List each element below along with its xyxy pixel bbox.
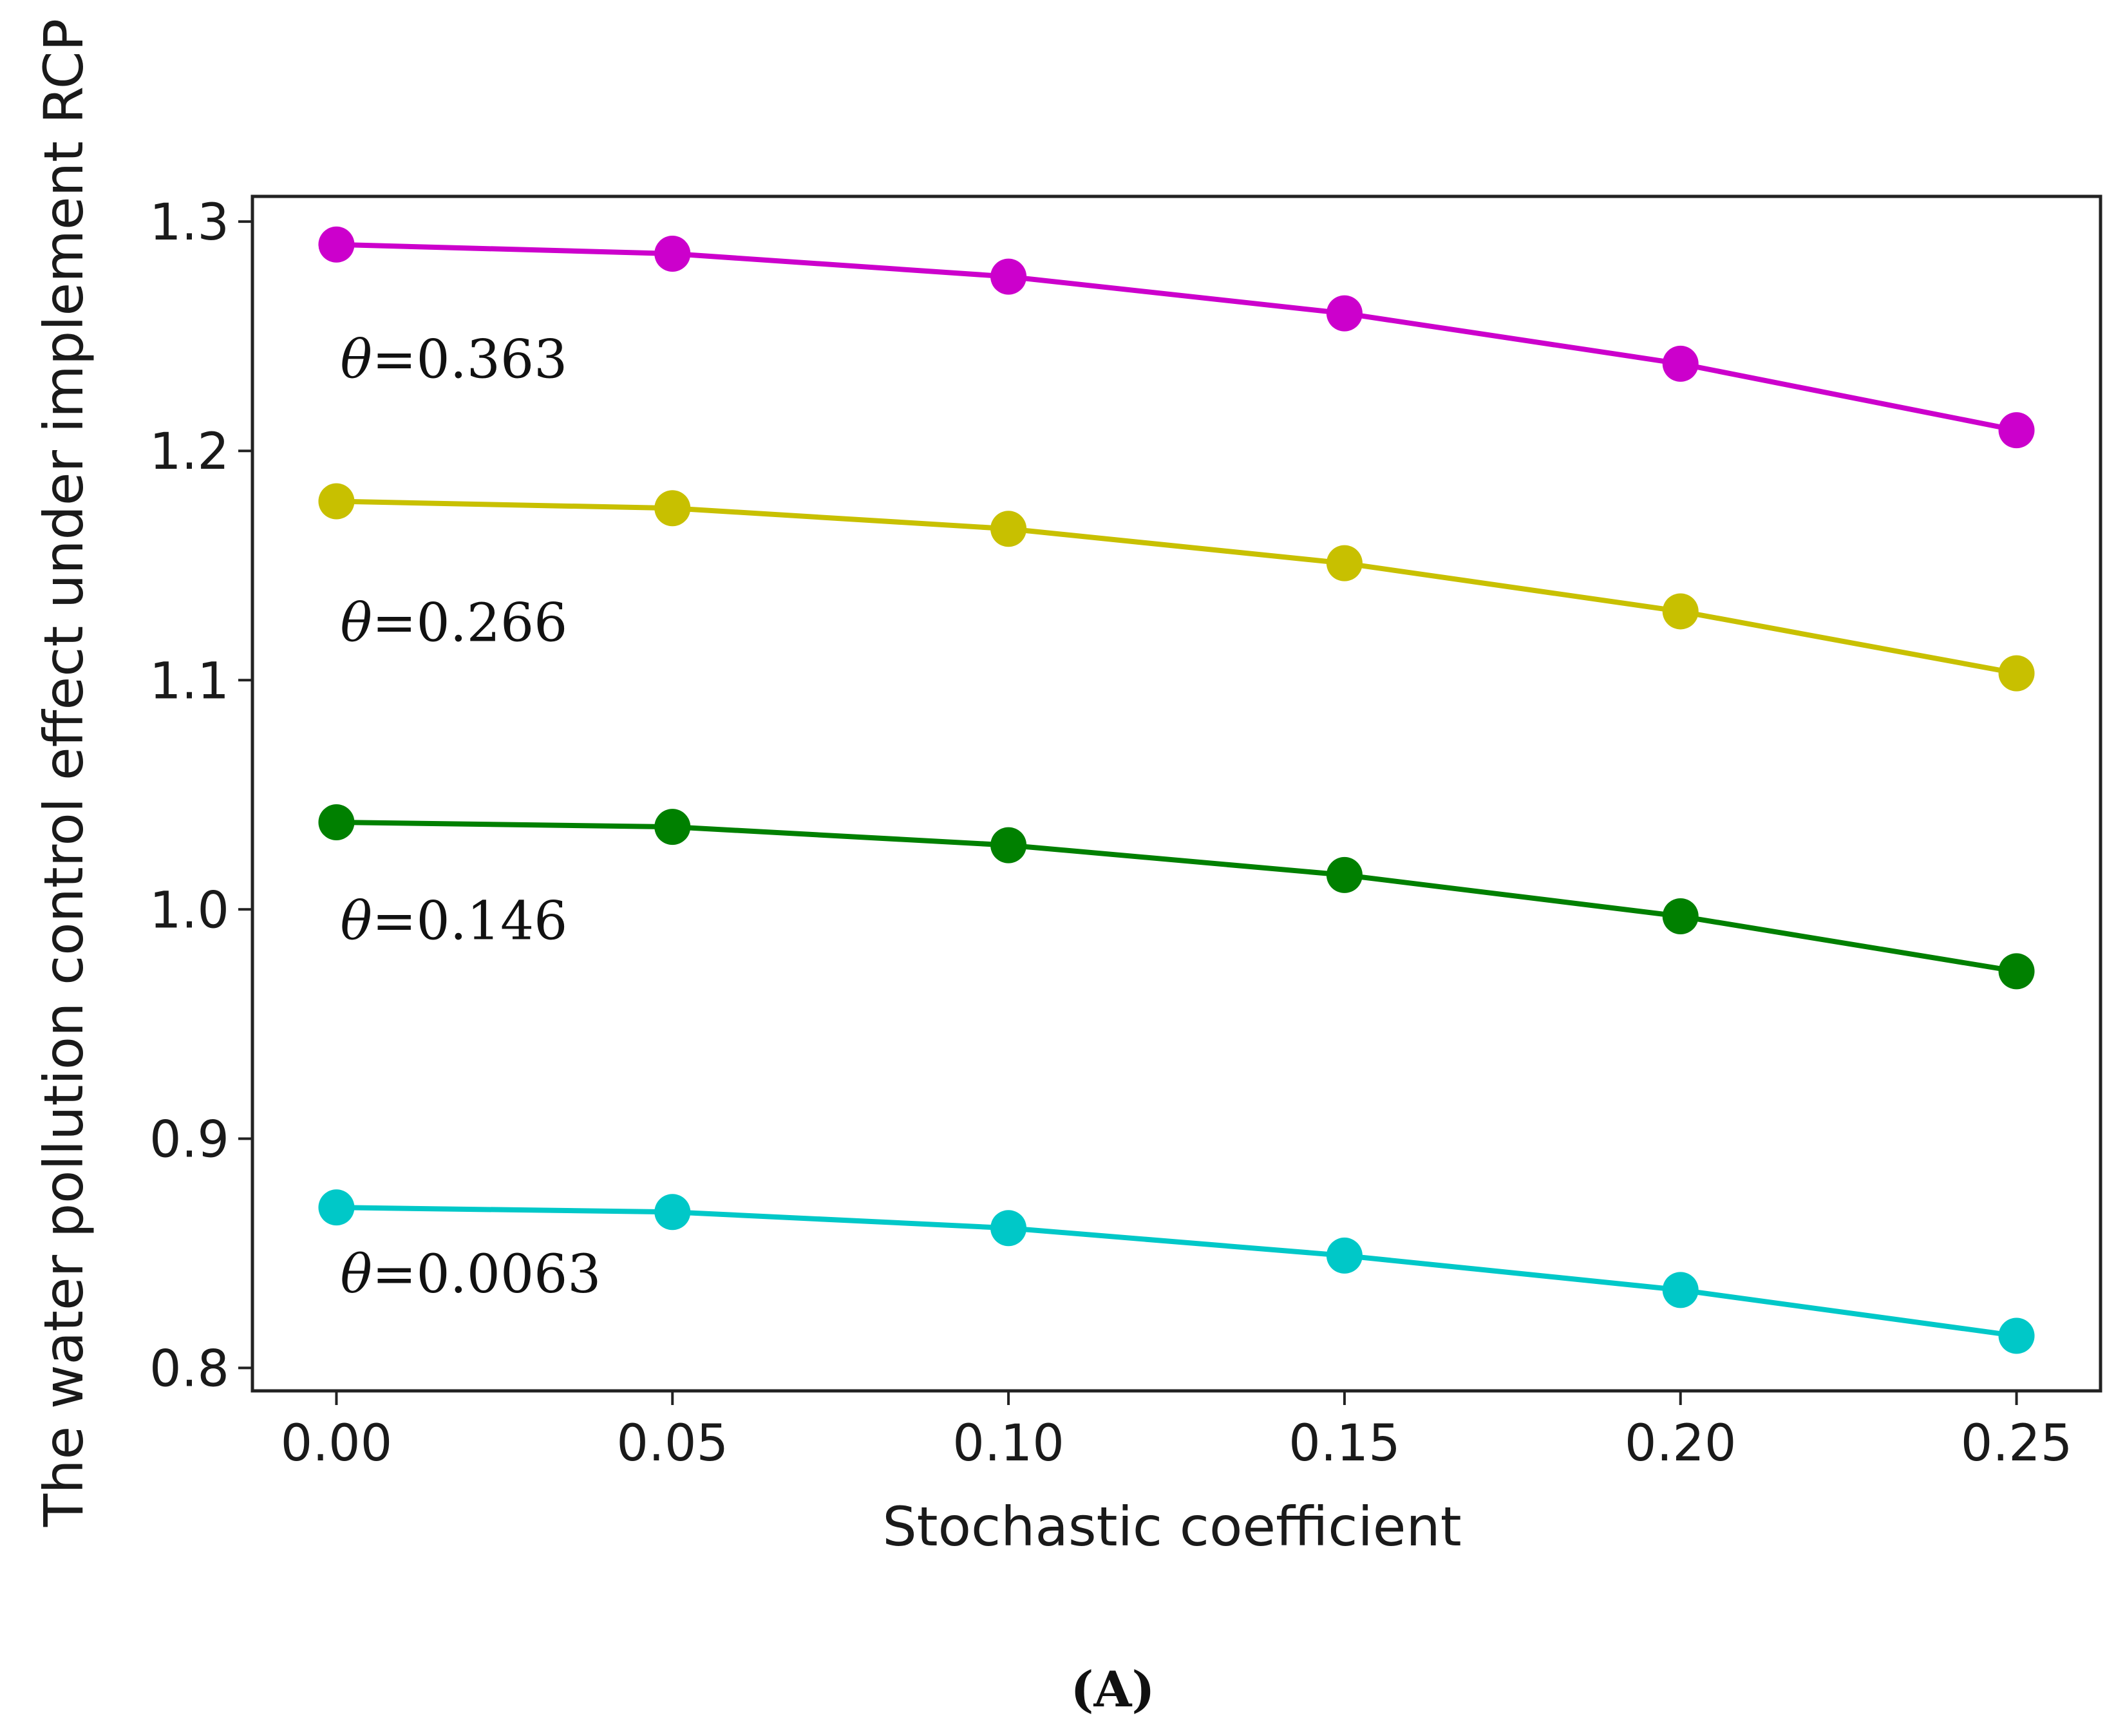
data-point	[654, 1194, 691, 1231]
data-point	[990, 1210, 1027, 1247]
theta-value: =0.0063	[372, 1244, 601, 1305]
y-axis-label: The water pollution control effect under…	[32, 19, 95, 1527]
series-line	[336, 241, 2017, 433]
data-point	[1662, 898, 1699, 934]
data-point	[1662, 1272, 1699, 1308]
data-point	[1662, 593, 1699, 630]
data-point	[318, 1189, 355, 1226]
data-point	[318, 804, 355, 841]
y-tick-label: 1.0	[149, 882, 229, 939]
y-tick-label: 1.2	[149, 423, 229, 481]
data-point	[1998, 412, 2035, 449]
series-1	[318, 483, 2035, 692]
x-tick-label: 0.10	[952, 1415, 1064, 1473]
data-point	[1326, 295, 1363, 332]
x-tick-label: 0.20	[1625, 1415, 1737, 1473]
figure-caption: (A)	[1071, 1661, 1155, 1718]
x-tick-label: 0.00	[281, 1415, 393, 1473]
data-point	[1998, 953, 2035, 990]
data-point	[990, 511, 1027, 547]
data-point	[654, 236, 691, 272]
y-tick-label: 0.9	[149, 1111, 229, 1169]
data-point	[1662, 345, 1699, 382]
data-point	[654, 809, 691, 845]
data-point	[318, 226, 355, 263]
theta-value: =0.146	[372, 891, 567, 952]
series-annotation: θ=0.363	[340, 329, 567, 390]
y-tick-label: 1.3	[149, 194, 229, 252]
series-annotation: θ=0.146	[340, 891, 567, 952]
data-point	[990, 258, 1027, 295]
theta-symbol: θ	[340, 1244, 372, 1305]
x-tick-label: 0.05	[616, 1415, 728, 1473]
data-point	[990, 827, 1027, 863]
series-line	[336, 820, 2017, 974]
data-point	[1326, 545, 1363, 581]
series-3	[318, 1189, 2035, 1354]
y-tick-label: 0.8	[149, 1340, 229, 1398]
series-annotation: θ=0.0063	[340, 1244, 601, 1305]
data-point	[1998, 1317, 2035, 1354]
theta-value: =0.266	[372, 593, 567, 654]
data-point	[654, 490, 691, 527]
y-tick-label: 1.1	[149, 652, 229, 710]
series-line	[336, 1205, 2017, 1339]
series-layer	[318, 226, 2035, 1354]
data-point	[1326, 856, 1363, 893]
y-axis: 0.8 0.9 1.0 1.1 1.2 1.3	[149, 194, 252, 1398]
x-axis-label: Stochastic coefficient	[882, 1495, 1461, 1558]
theta-symbol: θ	[340, 329, 372, 390]
data-point	[1998, 655, 2035, 692]
plot-frame	[250, 194, 2102, 1393]
x-axis: 0.00 0.05 0.10 0.15 0.20 0.25	[281, 1391, 2073, 1473]
x-tick-label: 0.15	[1289, 1415, 1401, 1473]
theta-symbol: θ	[340, 891, 372, 952]
theta-value: =0.363	[372, 329, 567, 390]
theta-symbol: θ	[340, 593, 372, 654]
series-0	[318, 226, 2035, 449]
series-annotation: θ=0.266	[340, 593, 567, 654]
series-line	[336, 498, 2017, 676]
data-point	[1326, 1237, 1363, 1274]
data-point	[318, 483, 355, 520]
x-tick-label: 0.25	[1961, 1415, 2073, 1473]
series-2	[318, 804, 2035, 990]
